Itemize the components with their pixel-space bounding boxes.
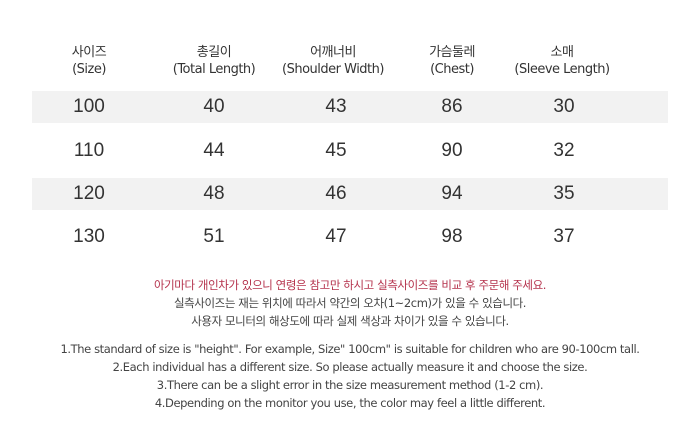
note-en-4: 4.Depending on the monitor you use, the … <box>154 396 546 410</box>
cell-shoulder-width: 45 <box>325 140 347 161</box>
cell-sleeve-length: 37 <box>553 226 575 247</box>
note-ko-monitor-color: 사용자 모니터의 해상도에 따라 실제 색상과 차이가 있을 수 있습니다. <box>191 314 509 328</box>
cell-sleeve-length: 35 <box>553 183 575 204</box>
header-sleeve-length: 소매 (Sleeve Length) <box>497 44 627 78</box>
header-size-en: (Size) <box>72 62 106 77</box>
note-en-3: 3.There can be a slight error in the siz… <box>156 378 544 392</box>
cell-chest: 98 <box>441 226 463 247</box>
note-ko-order-advice: 아기마다 개인차가 있으니 연령은 참고만 하시고 실측사이즈를 비교 후 주문… <box>153 278 547 292</box>
cell-shoulder-width: 46 <box>325 183 347 204</box>
header-shoulder-width: 어깨너비 (Shoulder Width) <box>268 44 398 78</box>
cell-total-length: 51 <box>203 226 225 247</box>
table-header: 사이즈 (Size) 총길이 (Total Length) 어깨너비 (Shou… <box>0 44 700 84</box>
cell-size: 130 <box>73 226 105 247</box>
cell-chest: 94 <box>441 183 463 204</box>
cell-total-length: 40 <box>203 96 225 117</box>
header-chest-ko: 가슴둘레 <box>429 45 475 60</box>
header-shoulder-width-ko: 어깨너비 <box>310 45 356 60</box>
header-sleeve-length-en: (Sleeve Length) <box>514 62 610 77</box>
table-row: 100 40 43 86 30 <box>32 91 668 123</box>
header-total-length-ko: 총길이 <box>196 45 232 60</box>
cell-sleeve-length: 30 <box>553 96 575 117</box>
table-row: 110 44 45 90 32 <box>32 135 668 167</box>
cell-chest: 86 <box>441 96 463 117</box>
header-total-length-en: (Total Length) <box>172 62 256 77</box>
table-row: 120 48 46 94 35 <box>32 178 668 210</box>
cell-size: 120 <box>73 183 105 204</box>
note-en-2: 2.Each individual has a different size. … <box>112 360 588 374</box>
header-shoulder-width-en: (Shoulder Width) <box>282 62 384 77</box>
cell-chest: 90 <box>441 140 463 161</box>
header-chest: 가슴둘레 (Chest) <box>387 44 517 78</box>
header-size: 사이즈 (Size) <box>24 44 154 78</box>
header-chest-en: (Chest) <box>430 62 474 77</box>
korean-notes: 아기마다 개인차가 있으니 연령은 참고만 하시고 실측사이즈를 비교 후 주문… <box>0 276 700 330</box>
cell-size: 110 <box>73 140 105 161</box>
cell-shoulder-width: 43 <box>325 96 347 117</box>
cell-size: 100 <box>73 96 105 117</box>
header-size-ko: 사이즈 <box>71 45 107 60</box>
english-notes: 1.The standard of size is "height". For … <box>0 340 700 412</box>
note-ko-measurement-error: 실측사이즈는 재는 위치에 따라서 약간의 오차(1~2cm)가 있을 수 있습… <box>173 296 527 310</box>
cell-total-length: 48 <box>203 183 225 204</box>
note-en-1: 1.The standard of size is "height". For … <box>60 342 640 356</box>
cell-shoulder-width: 47 <box>325 226 347 247</box>
header-sleeve-length-ko: 소매 <box>550 45 574 60</box>
cell-total-length: 44 <box>203 140 225 161</box>
table-row: 130 51 47 98 37 <box>32 221 668 253</box>
cell-sleeve-length: 32 <box>553 140 575 161</box>
header-total-length: 총길이 (Total Length) <box>149 44 279 78</box>
